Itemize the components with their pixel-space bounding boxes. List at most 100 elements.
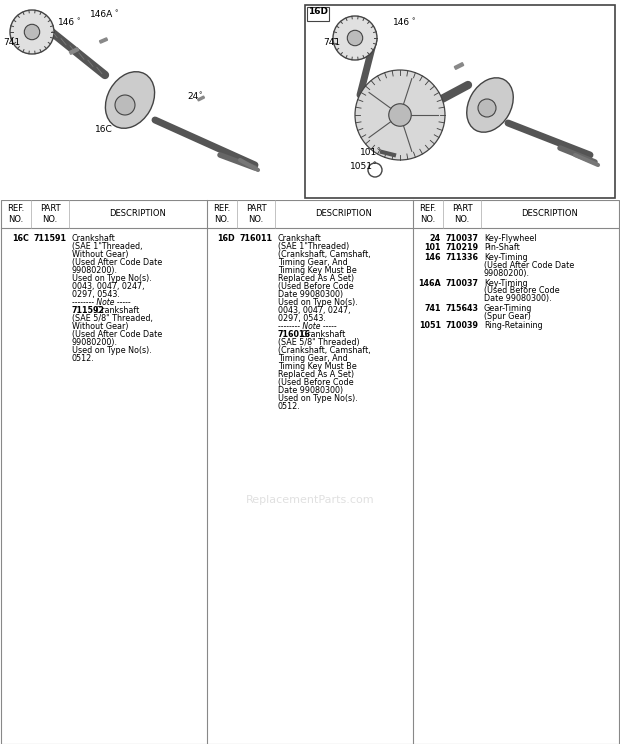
Text: Gear-Timing: Gear-Timing bbox=[484, 304, 533, 313]
Text: Without Gear): Without Gear) bbox=[72, 250, 128, 259]
FancyArrow shape bbox=[69, 48, 79, 54]
Text: 24: 24 bbox=[187, 92, 198, 101]
Text: Date 99080300): Date 99080300) bbox=[278, 290, 343, 299]
Text: 99080200).: 99080200). bbox=[72, 338, 118, 347]
Text: 741: 741 bbox=[323, 38, 340, 47]
Text: Replaced As A Set): Replaced As A Set) bbox=[278, 370, 354, 379]
Text: 710037: 710037 bbox=[445, 234, 478, 243]
Text: 710219: 710219 bbox=[445, 243, 478, 252]
Text: 0512.: 0512. bbox=[278, 402, 301, 411]
Text: REF.
NO.: REF. NO. bbox=[7, 205, 25, 224]
Text: DESCRIPTION: DESCRIPTION bbox=[521, 210, 578, 219]
Text: 710039: 710039 bbox=[445, 321, 478, 330]
Text: Crankshaft: Crankshaft bbox=[72, 234, 116, 243]
Text: 101: 101 bbox=[360, 148, 377, 157]
Text: REF.
NO.: REF. NO. bbox=[213, 205, 231, 224]
Circle shape bbox=[333, 16, 377, 60]
Text: (SAE 1"Threaded): (SAE 1"Threaded) bbox=[278, 242, 349, 251]
Text: Replaced As A Set): Replaced As A Set) bbox=[278, 274, 354, 283]
Text: 716016: 716016 bbox=[278, 330, 311, 339]
Text: 146: 146 bbox=[393, 18, 410, 27]
Text: 99080200).: 99080200). bbox=[484, 269, 530, 278]
Text: Without Gear): Without Gear) bbox=[72, 322, 128, 331]
Text: 715643: 715643 bbox=[445, 304, 478, 313]
Text: 146A: 146A bbox=[418, 278, 441, 287]
Text: (Used After Code Date: (Used After Code Date bbox=[72, 330, 162, 339]
Text: Key-Timing: Key-Timing bbox=[484, 253, 528, 262]
Text: 741: 741 bbox=[425, 304, 441, 313]
Text: Pin-Shaft: Pin-Shaft bbox=[484, 243, 520, 252]
Text: 716011: 716011 bbox=[239, 234, 272, 243]
Text: Ring-Retaining: Ring-Retaining bbox=[484, 321, 542, 330]
Text: 0297, 0543.: 0297, 0543. bbox=[72, 290, 120, 299]
Text: Crankshaft: Crankshaft bbox=[93, 306, 140, 315]
Text: (Spur Gear): (Spur Gear) bbox=[484, 312, 531, 321]
Text: 99080200).: 99080200). bbox=[72, 266, 118, 275]
Text: (Used After Code Date: (Used After Code Date bbox=[484, 261, 574, 270]
Text: (SAE 1"Threaded,: (SAE 1"Threaded, bbox=[72, 242, 143, 251]
Bar bbox=[0, 0, 620, 200]
Text: -------- Note -----: -------- Note ----- bbox=[278, 322, 337, 331]
Text: 711591: 711591 bbox=[33, 234, 66, 243]
Text: PART
NO.: PART NO. bbox=[246, 205, 267, 224]
Text: (Used Before Code: (Used Before Code bbox=[278, 282, 353, 291]
Text: 146A: 146A bbox=[90, 10, 113, 19]
Ellipse shape bbox=[105, 71, 154, 128]
FancyArrow shape bbox=[454, 62, 464, 69]
Text: 741: 741 bbox=[3, 38, 20, 47]
Text: °: ° bbox=[372, 162, 376, 168]
Text: Used on Type No(s).: Used on Type No(s). bbox=[72, 274, 152, 283]
Text: 0043, 0047, 0247,: 0043, 0047, 0247, bbox=[278, 306, 350, 315]
Text: 0297, 0543.: 0297, 0543. bbox=[278, 314, 326, 323]
Text: PART
NO.: PART NO. bbox=[452, 205, 472, 224]
Text: 16D: 16D bbox=[218, 234, 235, 243]
Text: Crankshaft: Crankshaft bbox=[278, 234, 322, 243]
Text: °: ° bbox=[376, 148, 379, 154]
Text: 0512.: 0512. bbox=[72, 354, 95, 363]
Text: Used on Type No(s).: Used on Type No(s). bbox=[278, 394, 358, 403]
Text: 146: 146 bbox=[58, 18, 75, 27]
Text: (Crankshaft, Camshaft,: (Crankshaft, Camshaft, bbox=[278, 346, 371, 355]
Text: 1051: 1051 bbox=[419, 321, 441, 330]
Text: REF.
NO.: REF. NO. bbox=[419, 205, 436, 224]
Text: Used on Type No(s).: Used on Type No(s). bbox=[72, 346, 152, 355]
Circle shape bbox=[347, 31, 363, 45]
Ellipse shape bbox=[115, 95, 135, 115]
Text: 24: 24 bbox=[430, 234, 441, 243]
Text: Timing Key Must Be: Timing Key Must Be bbox=[278, 266, 356, 275]
Bar bbox=[1, 200, 619, 744]
Text: 710037: 710037 bbox=[445, 278, 478, 287]
Text: Key-Flywheel: Key-Flywheel bbox=[484, 234, 536, 243]
Text: (SAE 5/8" Threaded,: (SAE 5/8" Threaded, bbox=[72, 314, 153, 323]
FancyArrow shape bbox=[99, 38, 107, 43]
Text: Date 99080300).: Date 99080300). bbox=[484, 295, 552, 304]
Text: 16C: 16C bbox=[12, 234, 29, 243]
Text: Crankshaft: Crankshaft bbox=[299, 330, 345, 339]
Text: (SAE 5/8" Threaded): (SAE 5/8" Threaded) bbox=[278, 338, 360, 347]
Ellipse shape bbox=[478, 99, 496, 117]
Text: Date 99080300): Date 99080300) bbox=[278, 386, 343, 395]
Circle shape bbox=[24, 25, 40, 39]
Text: -------- Note -----: -------- Note ----- bbox=[72, 298, 131, 307]
Text: °: ° bbox=[198, 92, 202, 98]
Text: °: ° bbox=[411, 18, 415, 24]
Text: Used on Type No(s).: Used on Type No(s). bbox=[278, 298, 358, 307]
Text: 711336: 711336 bbox=[445, 253, 478, 262]
Text: Timing Gear, And: Timing Gear, And bbox=[278, 258, 348, 267]
Text: °: ° bbox=[114, 10, 118, 16]
Text: (Used Before Code: (Used Before Code bbox=[484, 286, 560, 295]
Text: Timing Key Must Be: Timing Key Must Be bbox=[278, 362, 356, 371]
Text: Timing Gear, And: Timing Gear, And bbox=[278, 354, 348, 363]
Text: 146: 146 bbox=[425, 253, 441, 262]
FancyArrow shape bbox=[198, 96, 205, 101]
Bar bbox=[305, 5, 615, 198]
Text: 1051: 1051 bbox=[350, 162, 373, 171]
Text: (Used After Code Date: (Used After Code Date bbox=[72, 258, 162, 267]
Text: DESCRIPTION: DESCRIPTION bbox=[110, 210, 166, 219]
Circle shape bbox=[10, 10, 54, 54]
Text: ReplacementParts.com: ReplacementParts.com bbox=[246, 495, 374, 505]
Text: °: ° bbox=[76, 18, 79, 24]
Text: 101: 101 bbox=[425, 243, 441, 252]
Text: 711592: 711592 bbox=[72, 306, 105, 315]
Circle shape bbox=[355, 70, 445, 160]
